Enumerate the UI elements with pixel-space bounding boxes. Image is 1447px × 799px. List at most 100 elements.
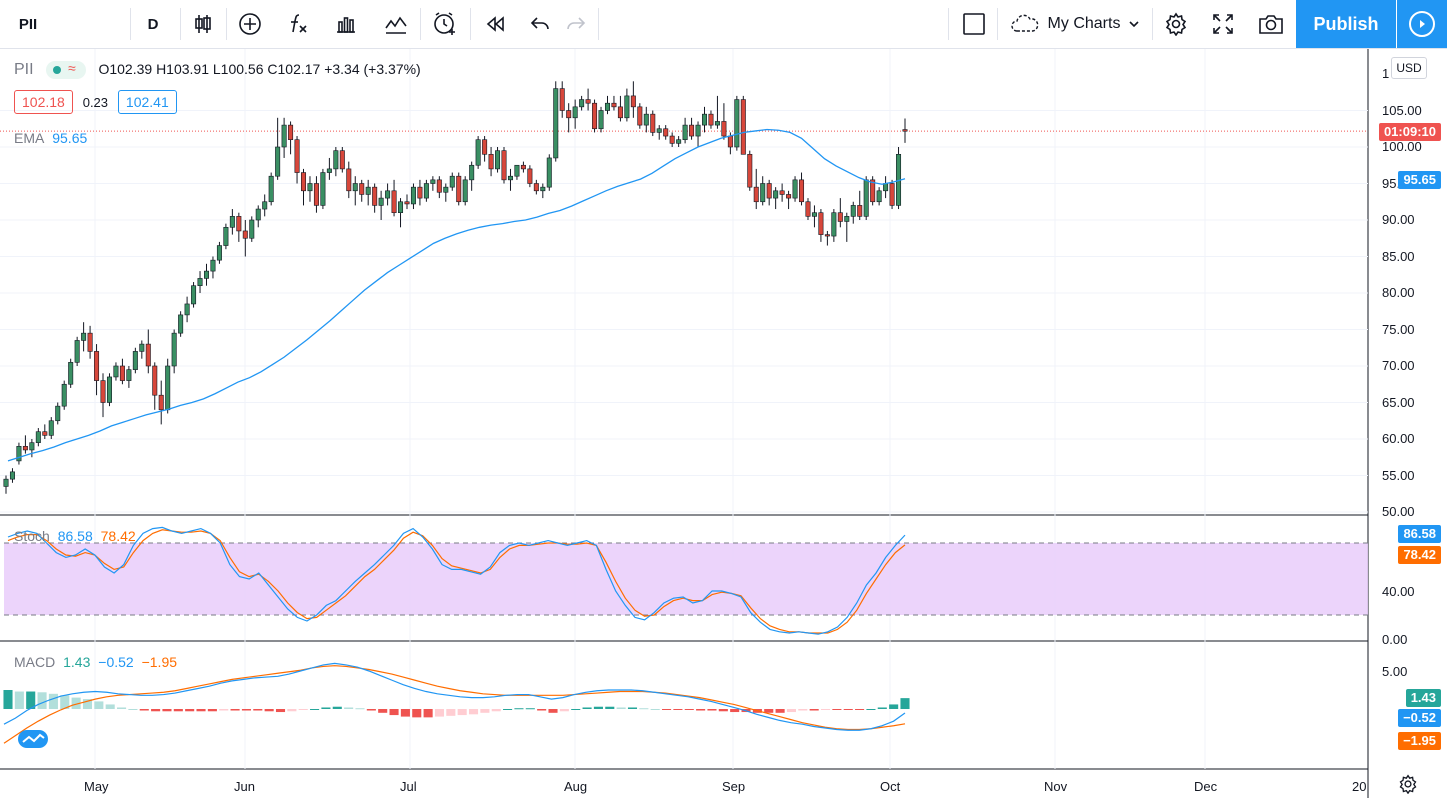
candle-body	[456, 175, 462, 203]
candle-body	[643, 113, 649, 126]
macd-histogram-bar	[332, 706, 342, 709]
candle-body	[81, 332, 87, 341]
candle-body	[29, 442, 35, 451]
candle-body	[346, 168, 352, 192]
stoch-d-line	[7, 529, 906, 634]
macd-histogram-bar	[491, 709, 501, 712]
stoch-tick-0: 0.00	[1382, 632, 1408, 647]
macd-histogram-bar	[241, 709, 251, 711]
candle-body	[514, 164, 520, 177]
symbol-search-button[interactable]: PII	[0, 0, 56, 48]
candle-body	[216, 245, 222, 261]
macd-histogram-bar	[548, 709, 558, 713]
redo-icon[interactable]	[556, 0, 596, 48]
fullscreen-icon[interactable]	[1200, 0, 1246, 48]
cloud-icon	[1010, 14, 1038, 32]
candle-body	[352, 183, 358, 192]
ask-price[interactable]: 102.41	[117, 90, 177, 114]
macd-histogram-bar	[82, 699, 93, 709]
tradingview-logo-icon[interactable]	[18, 728, 48, 750]
candle-body	[203, 270, 209, 279]
candle-body	[436, 179, 442, 193]
alert-icon[interactable]	[422, 0, 468, 48]
candle-body	[55, 405, 61, 422]
macd-histogram-bar	[571, 709, 581, 710]
candle-body	[378, 197, 384, 206]
macd-histogram-bar	[605, 706, 615, 709]
ohlc-values: O102.39 H103.91 L100.56 C102.17 +3.34 (+…	[98, 61, 421, 78]
macd-histogram-bar	[650, 709, 660, 710]
bid-price[interactable]: 102.18	[14, 90, 73, 114]
replay-icon[interactable]	[472, 0, 518, 48]
candle-body	[339, 150, 345, 170]
price-tick-label: 60.00	[1382, 431, 1415, 446]
camera-icon[interactable]	[1248, 0, 1294, 48]
candle-body	[223, 227, 229, 246]
candle-body	[863, 179, 869, 217]
fx-icon[interactable]	[276, 0, 320, 48]
macd-tick-5: 5.00	[1382, 664, 1408, 679]
macd-histogram-bar	[446, 709, 456, 716]
chart-canvas[interactable]	[0, 49, 1447, 798]
candle-body	[566, 110, 572, 119]
macd-histogram-bar	[321, 707, 331, 709]
stoch-legend[interactable]: Stoch 86.58 78.42	[14, 528, 136, 544]
compare-icon[interactable]	[324, 0, 368, 48]
macd-histogram-bar	[673, 709, 683, 710]
play-button[interactable]	[1397, 0, 1447, 48]
toolbar-divider	[997, 8, 998, 40]
macd-histogram-bar	[525, 708, 535, 710]
publish-button[interactable]: Publish	[1296, 0, 1396, 48]
stoch-d-badge: 78.42	[1398, 546, 1441, 564]
macd-signal-badge: −1.95	[1398, 732, 1441, 750]
candle-body	[482, 139, 488, 155]
candle-body	[721, 121, 727, 137]
candle-body	[449, 175, 455, 188]
layout-icon[interactable]	[952, 0, 996, 48]
candle-body	[553, 88, 559, 159]
price-tick-label: 105.00	[1382, 102, 1422, 118]
candle-body	[682, 124, 688, 140]
my-charts-button[interactable]: My Charts	[1000, 0, 1150, 48]
toolbar-divider	[130, 8, 131, 40]
macd-histogram-bar	[3, 690, 13, 709]
candle-body	[197, 278, 203, 286]
stoch-k-value: 86.58	[57, 528, 93, 544]
macd-histogram-bar	[707, 709, 717, 711]
currency-label[interactable]: USD	[1391, 57, 1427, 79]
candle-body	[313, 183, 319, 206]
price-tick-label: 70.00	[1382, 358, 1415, 373]
ema-legend[interactable]: EMA 95.65	[14, 130, 87, 146]
candle-body	[889, 183, 895, 206]
stoch-d-value: 78.42	[100, 528, 136, 544]
macd-histogram-bar	[514, 708, 524, 710]
time-label-oct: Oct	[880, 779, 901, 794]
bar-style-icon[interactable]	[182, 0, 224, 48]
gear-icon[interactable]	[1154, 0, 1198, 48]
macd-legend[interactable]: MACD 1.43 −0.52 −1.95	[14, 654, 177, 670]
candle-body	[870, 179, 876, 203]
ema-line	[7, 128, 906, 462]
top-toolbar: PII D My Charts	[0, 0, 1447, 49]
candle-body	[410, 186, 416, 205]
macd-signal-line	[3, 665, 906, 744]
undo-icon[interactable]	[520, 0, 560, 48]
templates-icon[interactable]	[374, 0, 418, 48]
time-label-aug: Aug	[564, 779, 588, 794]
eye-icon	[53, 66, 62, 74]
price-tick-label: 90.00	[1382, 212, 1415, 227]
macd-histogram-bar	[843, 709, 853, 710]
candle-body	[398, 201, 404, 213]
interval-button[interactable]: D	[132, 0, 174, 48]
axis-settings-icon[interactable]	[1398, 774, 1418, 799]
macd-histogram-bar	[14, 691, 24, 709]
indicator-add-icon[interactable]	[228, 0, 272, 48]
candle-body	[242, 230, 248, 239]
candle-body	[811, 212, 817, 217]
candle-body	[87, 332, 93, 352]
candle-body	[520, 164, 526, 170]
macd-histogram-bar	[889, 704, 899, 709]
play-icon	[1409, 11, 1435, 37]
visibility-toggle[interactable]: ≈	[46, 60, 87, 79]
stoch-tick-40: 40.00	[1382, 584, 1415, 599]
